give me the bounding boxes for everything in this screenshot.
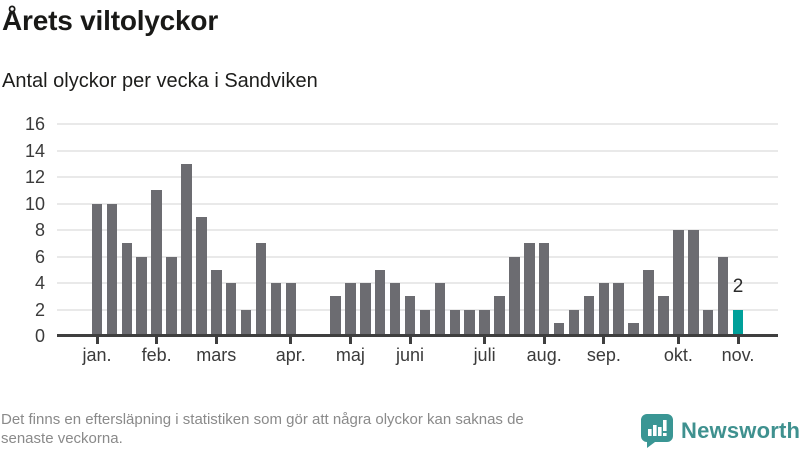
chart-subtitle: Antal olyckor per vecka i Sandviken <box>2 70 318 92</box>
y-axis-tick-label: 8 <box>34 220 45 240</box>
bar <box>240 309 252 336</box>
y-axis-tick-label: 0 <box>34 326 45 346</box>
bar <box>479 309 490 336</box>
y-gridline <box>57 282 778 284</box>
footer-note: Det finns en eftersläpning i statistiken… <box>1 410 524 448</box>
bar <box>404 296 416 336</box>
bar <box>568 309 580 336</box>
x-axis-month-label: sep. <box>586 345 621 365</box>
footer-note-line2: senaste veckorna. <box>1 430 123 447</box>
page-title: Årets viltolyckor <box>2 5 219 36</box>
y-axis-tick-label: 12 <box>24 167 45 187</box>
x-axis-tick <box>602 337 606 344</box>
bar <box>524 243 535 336</box>
bar <box>136 256 147 336</box>
x-axis-tick <box>676 337 680 344</box>
bar <box>494 296 505 336</box>
bar <box>717 256 729 336</box>
x-axis-tick <box>736 337 740 344</box>
bar <box>285 283 297 336</box>
bar <box>121 243 133 336</box>
bar <box>553 322 565 336</box>
highlighted-bar-value-label: 2 <box>732 275 744 297</box>
x-axis-month-label: mars <box>196 345 237 365</box>
bar <box>688 230 699 336</box>
newsworthy-speech-bubble-bar-chart-icon <box>641 414 673 448</box>
x-axis-month-label: aug. <box>526 345 562 365</box>
bar <box>225 283 237 336</box>
bar <box>330 296 341 336</box>
y-axis-tick-label: 4 <box>34 273 45 293</box>
bar <box>255 243 267 336</box>
bar <box>106 203 118 336</box>
bar <box>464 309 475 336</box>
x-axis-tick <box>542 337 546 344</box>
bar <box>419 309 431 336</box>
bar <box>166 256 177 336</box>
bar <box>628 322 639 336</box>
bar <box>360 283 371 336</box>
bar <box>583 296 595 336</box>
x-axis-tick <box>155 337 159 344</box>
x-axis-tick <box>214 337 218 344</box>
bar <box>374 269 386 336</box>
x-axis-tick <box>348 337 352 344</box>
bar <box>658 296 669 336</box>
bar <box>196 216 207 336</box>
y-gridline <box>57 202 778 205</box>
bar <box>270 283 282 336</box>
y-gridline <box>57 123 778 125</box>
bar <box>598 283 610 336</box>
bar <box>389 283 401 336</box>
y-axis-tick-label: 10 <box>24 193 45 214</box>
y-axis-tick-label: 2 <box>34 299 45 320</box>
bar <box>449 309 461 336</box>
bar <box>181 163 192 336</box>
bar <box>211 269 222 336</box>
x-axis-tick <box>483 337 487 344</box>
bar <box>509 256 520 336</box>
y-gridline <box>57 308 778 311</box>
bar <box>91 203 103 336</box>
y-gridline <box>57 176 778 178</box>
bar <box>434 283 446 336</box>
y-axis-tick-label: 6 <box>34 246 45 267</box>
bar <box>345 283 356 336</box>
y-gridline <box>57 229 778 231</box>
footer-note-line1: Det finns en eftersläpning i statistiken… <box>1 411 524 428</box>
x-axis-line <box>57 334 778 337</box>
bar <box>673 230 684 336</box>
x-axis-month-label: juli <box>473 345 496 365</box>
x-axis-tick <box>289 337 293 344</box>
y-axis-tick-label: 14 <box>24 140 45 161</box>
bar <box>613 283 624 336</box>
x-axis-month-label: okt. <box>663 345 693 365</box>
x-axis-month-label: feb. <box>141 345 172 365</box>
highlighted-bar <box>732 309 744 336</box>
newsworthy-logo: Newsworthy <box>641 414 800 448</box>
x-axis-month-label: apr. <box>275 345 306 365</box>
x-axis-month-label: nov. <box>721 345 755 365</box>
y-gridline <box>57 149 778 152</box>
x-axis-tick <box>95 337 99 344</box>
x-axis-month-label: jan. <box>82 345 112 365</box>
bar <box>702 309 714 336</box>
newsworthy-logo-text: Newsworthy <box>681 418 800 443</box>
x-axis-month-label: juni <box>396 345 425 365</box>
bar <box>643 269 654 336</box>
y-axis-tick-label: 16 <box>24 114 45 134</box>
bar <box>538 243 550 336</box>
x-axis-tick <box>408 337 412 344</box>
x-axis-month-label: maj <box>335 345 365 365</box>
bar <box>151 190 162 336</box>
y-gridline <box>57 255 778 258</box>
